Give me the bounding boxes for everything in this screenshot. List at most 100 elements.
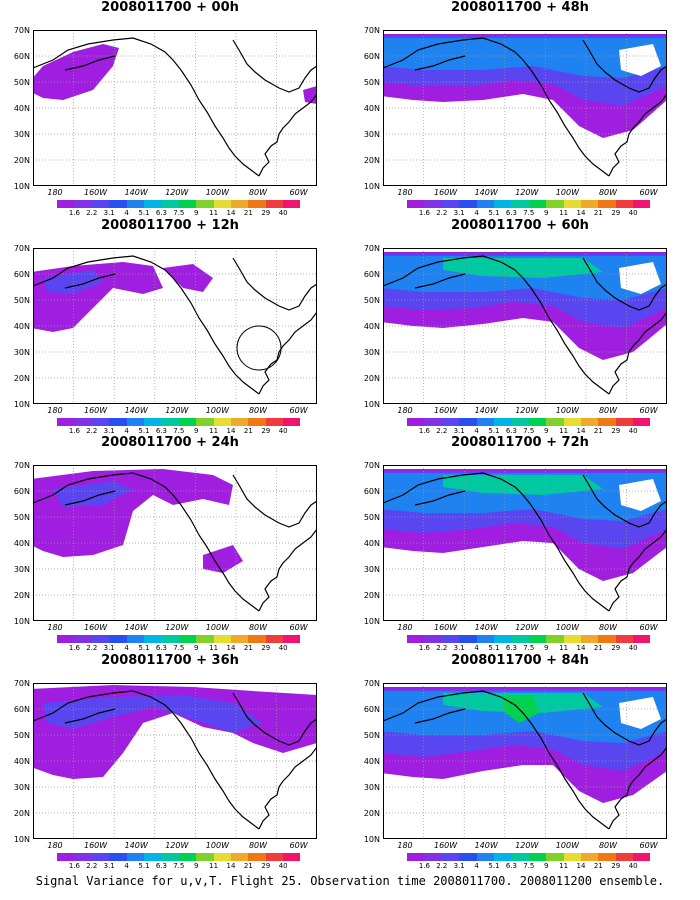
colorbar-swatch — [265, 635, 284, 643]
latitude-label: 70N — [13, 26, 30, 35]
colorbar-label: 1.6 — [68, 862, 80, 870]
colorbar-swatch — [441, 635, 460, 643]
colorbar-swatch — [528, 635, 547, 643]
colorbar-label: 9 — [543, 644, 549, 652]
latitude-label: 10N — [363, 400, 380, 409]
colorbar-label: 6.3 — [505, 644, 517, 652]
colorbar-label: 11 — [559, 862, 569, 870]
latitude-label: 60N — [13, 705, 30, 714]
colorbar-swatch — [91, 853, 110, 861]
longitude-label: 120W — [165, 188, 189, 197]
latitude-label: 70N — [13, 461, 30, 470]
colorbar-label: 29 — [261, 644, 271, 652]
colorbar-swatch — [57, 200, 75, 208]
colorbar-swatch — [265, 418, 284, 426]
longitude-label: 140W — [474, 841, 498, 850]
colorbar-label: 40 — [278, 862, 288, 870]
longitude-label: 60W — [639, 623, 658, 632]
coastline — [258, 528, 317, 612]
longitude-label: 60W — [639, 841, 658, 850]
map-panel: 2008011700 + 12h 70N 60N 50N 40N 30N 20N 10N 180… — [0, 218, 340, 440]
colorbar — [57, 418, 301, 426]
colorbar-label: 5.1 — [138, 427, 150, 435]
coastline — [414, 490, 466, 506]
colorbar-swatch — [213, 200, 231, 208]
colorbar-swatch — [265, 200, 284, 208]
colorbar-swatch — [615, 200, 634, 208]
variance-contour — [43, 270, 103, 294]
latitude-label: 30N — [363, 130, 380, 139]
colorbar-swatch — [161, 853, 179, 861]
coastline — [383, 690, 610, 830]
colorbar-label: 7.5 — [173, 862, 185, 870]
latitude-label: 10N — [13, 182, 30, 191]
colorbar-label: 11 — [559, 427, 569, 435]
variance-contour — [443, 258, 603, 278]
variance-contour — [43, 695, 263, 733]
colorbar-swatch — [265, 853, 284, 861]
longitude-label: 100W — [555, 841, 579, 850]
coastline — [383, 472, 610, 612]
colorbar-label: 1.6 — [68, 427, 80, 435]
colorbar-swatch — [598, 200, 616, 208]
colorbar-label: 6.3 — [155, 862, 167, 870]
latitude-label: 50N — [363, 513, 380, 522]
latitude-label: 70N — [13, 244, 30, 253]
latitude-label: 10N — [363, 182, 380, 191]
variance-map — [33, 30, 317, 186]
colorbar-label: 2.2 — [86, 644, 98, 652]
coastline — [608, 311, 667, 395]
latitude-label: 60N — [13, 487, 30, 496]
latitude-label: 30N — [13, 348, 30, 357]
coastline — [64, 55, 116, 71]
colorbar-label: 11 — [559, 644, 569, 652]
colorbar-swatch — [459, 200, 477, 208]
colorbar-label: 29 — [261, 209, 271, 217]
colorbar-swatch — [424, 200, 442, 208]
latitude-label: 40N — [13, 539, 30, 548]
colorbar-swatch — [563, 635, 581, 643]
colorbar — [57, 200, 301, 208]
colorbar-label: 1.6 — [418, 209, 430, 217]
panel-title: 2008011700 + 72h — [451, 435, 589, 450]
colorbar-label: 9 — [543, 427, 549, 435]
colorbar — [57, 853, 301, 861]
colorbar-label: 21 — [593, 427, 603, 435]
colorbar-swatch — [230, 853, 249, 861]
colorbar-label: 1.6 — [418, 862, 430, 870]
longitude-label: 60W — [289, 188, 308, 197]
variance-contour — [619, 479, 661, 511]
map-frame — [33, 248, 317, 404]
colorbar-swatch — [441, 200, 460, 208]
longitude-label: 160W — [434, 623, 458, 632]
longitude-label: 140W — [474, 406, 498, 415]
variance-contour — [203, 545, 243, 573]
map-panel: 2008011700 + 60h 70N 60N 50N 40N 30N 20N 10N 180… — [350, 218, 690, 440]
colorbar-label: 3.1 — [103, 209, 115, 217]
colorbar-label: 5.1 — [488, 862, 500, 870]
colorbar-label: 40 — [628, 427, 638, 435]
longitude-label: 100W — [555, 406, 579, 415]
latitude-label: 50N — [13, 731, 30, 740]
colorbar-label: 40 — [278, 209, 288, 217]
colorbar-swatch — [493, 853, 512, 861]
colorbar-swatch — [91, 200, 110, 208]
latitude-label: 60N — [13, 52, 30, 61]
colorbar-swatch — [213, 853, 231, 861]
colorbar-swatch — [528, 200, 547, 208]
colorbar-swatch — [511, 418, 529, 426]
longitude-label: 140W — [474, 623, 498, 632]
coastline — [582, 474, 667, 528]
colorbar-swatch — [143, 635, 162, 643]
colorbar-label: 3.1 — [103, 862, 115, 870]
colorbar-label: 9 — [543, 209, 549, 217]
variance-map — [33, 248, 317, 404]
coastline — [64, 490, 116, 506]
longitude-label: 120W — [515, 406, 539, 415]
colorbar-label: 21 — [243, 862, 253, 870]
longitude-label: 100W — [555, 623, 579, 632]
colorbar-swatch — [528, 853, 547, 861]
variance-map — [33, 465, 317, 621]
colorbar-swatch — [248, 200, 266, 208]
colorbar-swatch — [126, 418, 144, 426]
